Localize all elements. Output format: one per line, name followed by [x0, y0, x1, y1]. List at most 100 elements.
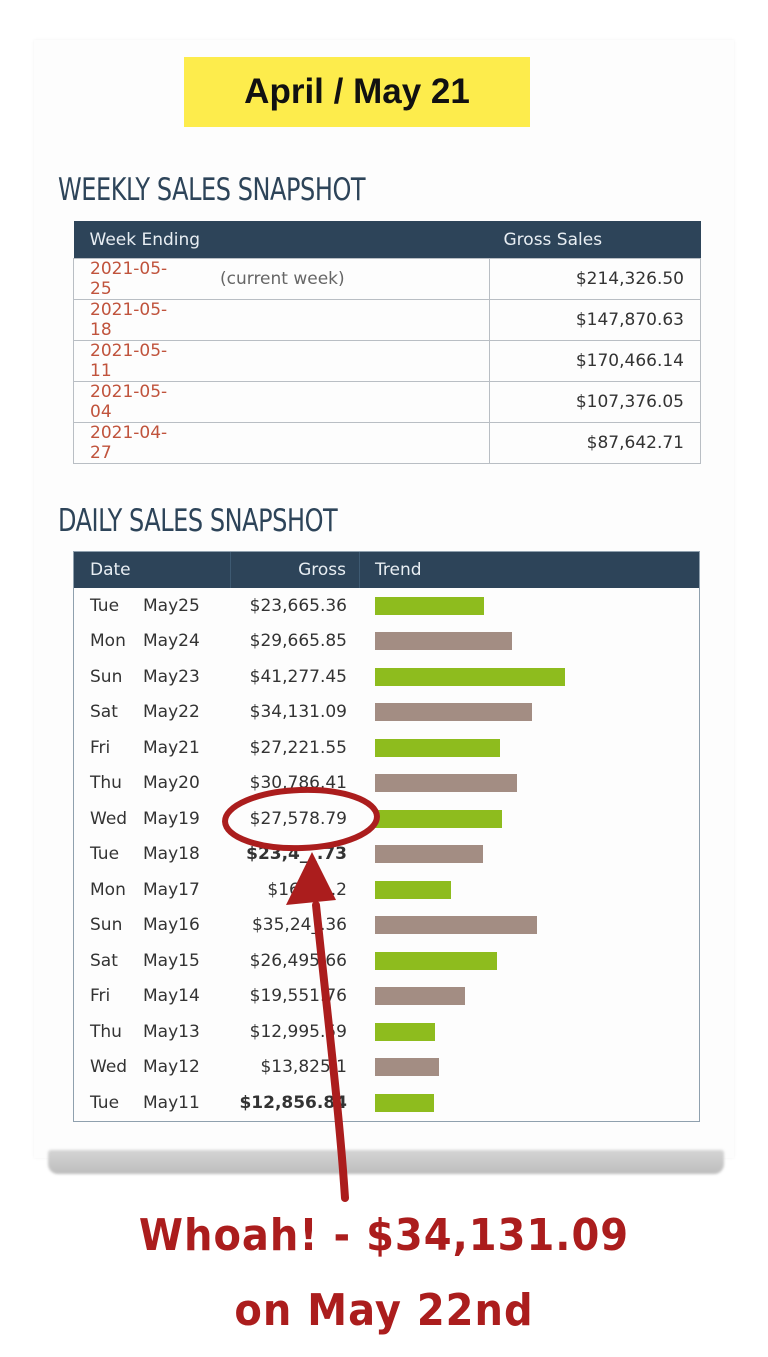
- trend-bar: [375, 596, 484, 615]
- daily-row: Sun May23 $41,277.45: [74, 659, 699, 695]
- trend-bar: [375, 809, 502, 828]
- daily-gross: $41,277.45: [249, 666, 347, 687]
- day-name: Wed: [90, 1057, 128, 1078]
- gross-sales-header: Gross Sales: [489, 221, 701, 259]
- day-name: Wed: [90, 808, 128, 829]
- month-day: May16: [143, 915, 200, 936]
- annotation-arrow-head: [286, 852, 336, 905]
- day-name: Sun: [90, 915, 123, 936]
- annotation-line-1: Whoah! - $34,131.09: [138, 1211, 630, 1261]
- trend-bar: [375, 987, 465, 1006]
- daily-gross: $27,221.55: [249, 737, 347, 758]
- day-name: Mon: [90, 631, 126, 652]
- daily-gross: $35,24_.36: [251, 915, 347, 936]
- daily-gross: $27,578.79: [249, 808, 347, 829]
- month-day: May20: [143, 773, 200, 794]
- table-row: 2021-04-27 $87,642.71: [73, 422, 701, 464]
- daily-row: Sat May22 $34,131.09: [74, 695, 699, 731]
- table-row: 2021-05-04 $107,376.05: [73, 381, 701, 423]
- month-day: May14: [143, 986, 200, 1007]
- trend-bar: [375, 738, 500, 757]
- daily-row: Wed May12 $13,825.1: [74, 1050, 699, 1086]
- daily-rows: Tue May25 $23,665.36 Mon May24 $29,665.85 Sun M…: [74, 588, 699, 1121]
- month-day: May15: [143, 950, 200, 971]
- trend-bar: [375, 916, 537, 935]
- daily-gross: $12,856.84: [239, 1092, 347, 1113]
- month-day: May13: [143, 1021, 200, 1042]
- trend-bar: [375, 774, 517, 793]
- month-day: May22: [143, 702, 200, 723]
- month-day: May19: [143, 808, 200, 829]
- week-gross: $214,326.50: [489, 258, 701, 300]
- week-note: [196, 381, 490, 423]
- daily-table-header: Date Gross Trend: [74, 552, 699, 588]
- month-day: May24: [143, 631, 200, 652]
- daily-row: Fri May14 $19,551.76: [74, 979, 699, 1015]
- daily-row: Sun May16 $35,24_.36: [74, 908, 699, 944]
- day-name: Mon: [90, 879, 126, 900]
- week-note: (current week): [196, 258, 490, 300]
- week-gross: $107,376.05: [489, 381, 701, 423]
- daily-gross: $29,665.85: [249, 631, 347, 652]
- torn-edge: [48, 1150, 724, 1174]
- week-note: [196, 299, 490, 341]
- trend-bar: [375, 667, 565, 686]
- daily-row: Mon May24 $29,665.85: [74, 624, 699, 660]
- annotation-line-2: on May 22nd: [234, 1286, 534, 1336]
- trend-bar: [375, 1058, 439, 1077]
- day-name: Sat: [90, 950, 118, 971]
- month-day: May25: [143, 595, 200, 616]
- date-header: Date: [74, 552, 231, 588]
- day-name: Fri: [90, 737, 111, 758]
- week-date-link[interactable]: 2021-05-04: [73, 381, 196, 423]
- table-row: 2021-05-25 (current week) $214,326.50: [73, 258, 701, 300]
- gross-header: Gross: [231, 552, 360, 588]
- trend-header: Trend: [375, 560, 422, 580]
- day-name: Sun: [90, 666, 123, 687]
- trend-bar: [375, 703, 532, 722]
- daily-section-title: DAILY SALES SNAPSHOT: [58, 503, 338, 539]
- week-gross: $87,642.71: [489, 422, 701, 464]
- daily-row: Fri May21 $27,221.55: [74, 730, 699, 766]
- month-day: May11: [143, 1092, 200, 1113]
- weekly-sales-table: Week Ending Gross Sales 2021-05-25 (curr…: [73, 221, 701, 464]
- week-date-link[interactable]: 2021-05-18: [73, 299, 196, 341]
- week-ending-header: Week Ending: [73, 221, 490, 259]
- daily-row: Tue May11 $12,856.84: [74, 1085, 699, 1121]
- trend-bar: [375, 1022, 435, 1041]
- trend-bar: [375, 845, 483, 864]
- table-row: 2021-05-18 $147,870.63: [73, 299, 701, 341]
- day-name: Sat: [90, 702, 118, 723]
- daily-gross: $13,825.1: [260, 1057, 347, 1078]
- daily-row: Wed May19 $27,578.79: [74, 801, 699, 837]
- day-name: Tue: [90, 595, 120, 616]
- week-gross: $147,870.63: [489, 299, 701, 341]
- table-row: 2021-05-11 $170,466.14: [73, 340, 701, 382]
- annotation-arrow-shaft: [312, 901, 349, 1202]
- date-range-badge: April / May 21: [184, 57, 530, 127]
- trend-bar: [375, 632, 512, 651]
- week-note: [196, 340, 490, 382]
- day-name: Tue: [90, 844, 120, 865]
- month-day: May23: [143, 666, 200, 687]
- day-name: Thu: [90, 773, 122, 794]
- week-date-link[interactable]: 2021-04-27: [73, 422, 196, 464]
- day-name: Thu: [90, 1021, 122, 1042]
- weekly-section-title: WEEKLY SALES SNAPSHOT: [58, 172, 366, 208]
- trend-bar: [375, 1093, 434, 1112]
- trend-bar: [375, 880, 451, 899]
- month-day: May17: [143, 879, 200, 900]
- day-name: Fri: [90, 986, 111, 1007]
- daily-gross: $23,665.36: [249, 595, 347, 616]
- week-gross: $170,466.14: [489, 340, 701, 382]
- week-date-link[interactable]: 2021-05-25: [73, 258, 196, 300]
- month-day: May12: [143, 1057, 200, 1078]
- daily-gross: $12,995.59: [249, 1021, 347, 1042]
- highlight-circle: [222, 786, 380, 852]
- daily-sales-table: Date Gross Trend Tue May25 $23,665.36 Mon Ma…: [73, 551, 700, 1122]
- daily-gross: $34,131.09: [249, 702, 347, 723]
- daily-row: Tue May25 $23,665.36: [74, 588, 699, 624]
- month-day: May21: [143, 737, 200, 758]
- daily-row: Thu May13 $12,995.59: [74, 1014, 699, 1050]
